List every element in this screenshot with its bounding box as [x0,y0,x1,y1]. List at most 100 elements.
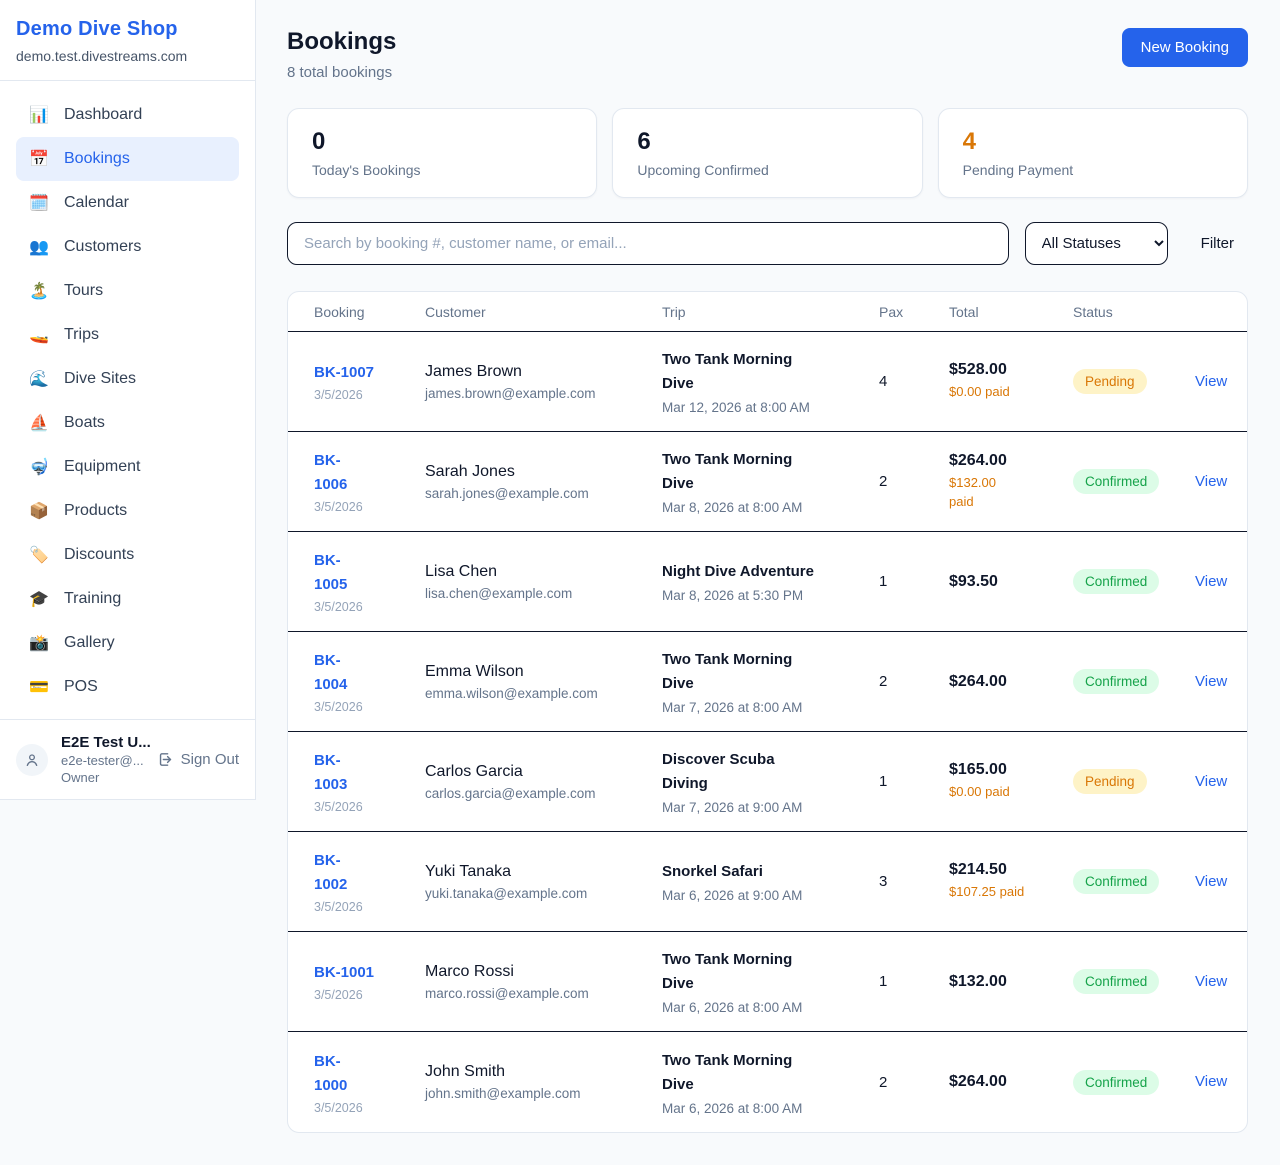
status-badge: Confirmed [1073,1069,1160,1095]
sidebar-item-boats[interactable]: ⛵ Boats [16,401,239,445]
column-header: Pax [879,303,904,320]
booking-id-link[interactable]: BK- 1002 [314,852,348,893]
customer-email: james.brown@example.com [425,385,596,401]
sidebar-item-dashboard[interactable]: 📊 Dashboard [16,93,239,137]
pax-count: 1 [879,773,888,790]
customer-email: carlos.garcia@example.com [425,785,596,801]
booking-id-link[interactable]: BK- 1003 [314,752,348,793]
actions-cell: View [1195,1073,1229,1091]
view-link[interactable]: View [1195,472,1228,490]
pax-count: 4 [879,373,888,390]
customer-cell: Marco Rossi marco.rossi@example.com [425,963,662,1001]
view-link[interactable]: View [1195,1073,1228,1090]
trip-cell: Two Tank Morning Dive Mar 8, 2026 at 8:00… [662,448,879,515]
sidebar-item-label: Dashboard [64,106,143,123]
pax-count: 2 [879,473,888,490]
stat-card-pending-payment: 4 Pending Payment [937,108,1248,198]
view-link[interactable]: View [1195,372,1228,390]
customer-name: Lisa Chen [425,562,498,580]
sign-out-button[interactable]: Sign Out [157,751,239,768]
paid-amount: $107.25 paid [949,884,1025,900]
customer-cell: Yuki Tanaka yuki.tanaka@example.com [425,863,662,901]
training-icon: 🎓 [29,591,49,608]
sidebar-item-equipment[interactable]: 🤿 Equipment [16,445,239,489]
page-header: Bookings 8 total bookings New Booking [287,28,1248,81]
sidebar-item-products[interactable]: 📦 Products [16,489,239,533]
booking-id-link[interactable]: BK- 1005 [314,552,348,593]
total-amount: $264.00 [949,451,1007,469]
customer-email: yuki.tanaka@example.com [425,885,588,901]
booking-cell: BK- 1002 3/5/2026 [314,849,425,914]
sidebar-item-bookings[interactable]: 📅 Bookings [16,137,239,181]
status-cell: Pending [1073,369,1195,394]
sidebar-item-tours[interactable]: 🏝️ Tours [16,269,239,313]
sidebar-item-training[interactable]: 🎓 Training [16,577,239,621]
status-badge: Confirmed [1073,669,1160,694]
booking-cell: BK-1007 3/5/2026 [314,361,425,402]
user-email: e2e-tester@... [61,753,144,768]
sidebar-item-gallery[interactable]: 📸 Gallery [16,621,239,665]
trip-cell: Two Tank Morning Dive Mar 12, 2026 at 8:0… [662,348,879,415]
sidebar-item-dive-sites[interactable]: 🌊 Dive Sites [16,357,239,401]
view-link[interactable]: View [1195,972,1228,990]
booking-id-link[interactable]: BK-1001 [314,964,375,981]
view-link[interactable]: View [1195,772,1228,790]
pax-count: 2 [879,1073,888,1091]
filter-button[interactable]: Filter [1200,235,1234,252]
paid-amount: $0.00 paid [949,784,1010,800]
sidebar-item-label: Boats [64,414,105,431]
status-filter-select[interactable]: All Statuses [1024,222,1168,265]
view-link[interactable]: View [1195,872,1228,890]
view-link[interactable]: View [1195,572,1228,590]
pax-count: 1 [879,973,888,990]
booking-date: 3/5/2026 [314,800,363,814]
user-role: Owner [61,770,100,785]
new-booking-button[interactable]: New Booking [1121,28,1248,67]
customer-name: James Brown [425,362,522,380]
customer-name: Marco Rossi [425,962,514,980]
page-title: Bookings [287,28,397,55]
booking-date: 3/5/2026 [314,988,363,1002]
sidebar-item-label: Equipment [64,458,141,475]
sidebar-item-trips[interactable]: 🚤 Trips [16,313,239,357]
actions-cell: View [1195,973,1229,991]
shop-domain: demo.test.divestreams.com [16,48,188,64]
table-body: BK-1007 3/5/2026 James Brown james.brown@ex… [288,332,1247,1132]
actions-cell: View [1195,873,1229,891]
actions-cell: View [1195,773,1229,791]
sidebar-item-label: Products [64,502,128,519]
customer-email: marco.rossi@example.com [425,985,589,1001]
sidebar-item-pos[interactable]: 💳 POS [16,665,239,709]
column-header: Booking [314,303,365,320]
sidebar-item-customers[interactable]: 👥 Customers [16,225,239,269]
trip-cell: Two Tank Morning Dive Mar 6, 2026 at 8:00… [662,1049,879,1116]
total-amount: $528.00 [949,361,1007,379]
booking-date: 3/5/2026 [314,600,363,614]
equipment-icon: 🤿 [29,459,49,476]
sidebar-item-label: Training [64,590,122,607]
booking-id-link[interactable]: BK- 1006 [314,452,348,493]
bookings-icon: 📅 [29,151,49,168]
booking-cell: BK-1001 3/5/2026 [314,961,425,1002]
sidebar-item-calendar[interactable]: 🗓️ Calendar [16,181,239,225]
booking-id-link[interactable]: BK-1007 [314,364,375,381]
total-cell: $132.00 [949,973,1073,991]
sidebar-nav: 📊 Dashboard 📅 Bookings 🗓️ Calendar 👥 Customers 🏝… [0,81,255,719]
booking-id-link[interactable]: BK- 1004 [314,652,348,693]
booking-id-link[interactable]: BK- 1000 [314,1052,348,1094]
search-input[interactable] [287,222,1009,265]
customer-cell: Emma Wilson emma.wilson@example.com [425,663,662,701]
status-badge: Confirmed [1073,569,1160,594]
customer-name: Yuki Tanaka [425,862,511,880]
view-link[interactable]: View [1195,672,1228,690]
sidebar-item-label: Discounts [64,546,135,563]
table-row: BK- 1000 3/5/2026 John Smith john.smith@exa… [288,1032,1247,1132]
customer-cell: James Brown james.brown@example.com [425,363,662,401]
avatar [16,743,48,776]
sidebar-item-discounts[interactable]: 🏷️ Discounts [16,533,239,577]
sidebar-user-card: E2E Test U... e2e-tester@... Owner Sign … [0,719,255,799]
dive-sites-icon: 🌊 [29,371,49,388]
column-header: Trip [662,303,686,320]
pax-count: 1 [879,573,888,590]
total-amount: $264.00 [949,1073,1007,1090]
